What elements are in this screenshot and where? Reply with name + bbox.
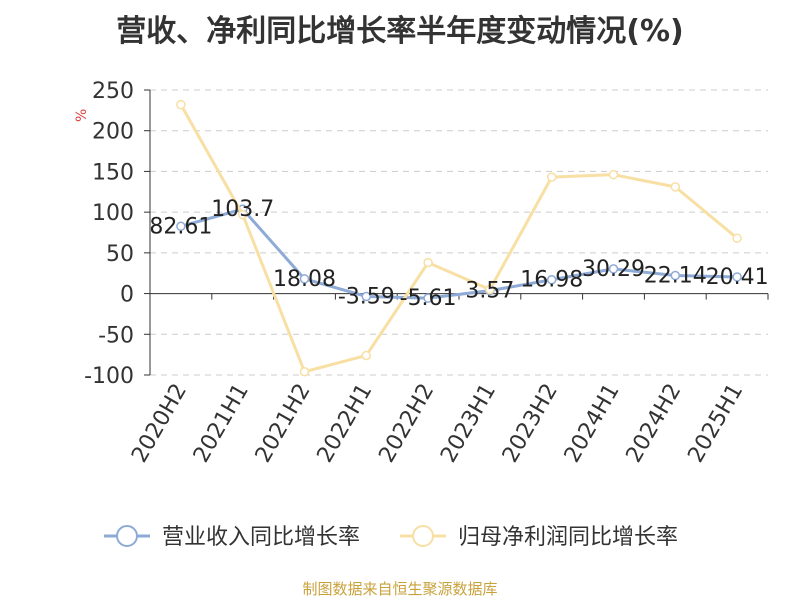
source-note: 制图数据来自恒生聚源数据库 <box>302 580 498 598</box>
data-label: 22.14 <box>644 264 707 289</box>
legend-marker <box>412 525 434 547</box>
data-point <box>361 291 372 302</box>
legend-marker <box>116 525 138 547</box>
data-point <box>670 182 681 192</box>
series-line-1 <box>180 207 738 300</box>
data-point <box>423 293 433 303</box>
x-tick-label: 2021H2 <box>251 380 316 467</box>
grid-lines <box>150 89 768 376</box>
data-label: 82.61 <box>149 214 212 239</box>
y-tick-label: 0 <box>120 283 134 308</box>
data-point <box>608 169 619 180</box>
y-tick-label: 100 <box>92 201 134 226</box>
data-label: 16.98 <box>520 268 583 293</box>
legend: 营业收入同比增长率 归母净利润同比增长率 <box>104 525 678 550</box>
data-label: 30.29 <box>582 257 645 282</box>
data-label: -3.59 <box>338 284 395 309</box>
series-line-2 <box>179 103 739 374</box>
data-point <box>237 209 248 220</box>
x-tick-label: 2020H2 <box>127 380 192 467</box>
y-tick-label: -50 <box>98 323 134 348</box>
x-tick-label: 2023H1 <box>436 380 501 467</box>
series <box>176 99 742 377</box>
chart-title: 营收、净利同比增长率半年度变动情况(%) <box>116 14 684 49</box>
legend-label: 营业收入同比增长率 <box>162 525 360 550</box>
data-point <box>732 272 742 282</box>
legend-item-2: 归母净利润同比增长率 <box>400 525 678 550</box>
data-point <box>176 99 186 110</box>
legend-item-1: 营业收入同比增长率 <box>104 525 360 550</box>
y-tick-label: 150 <box>92 160 134 185</box>
data-point <box>546 274 557 285</box>
data-point <box>485 284 495 295</box>
data-point <box>299 366 310 377</box>
data-point <box>176 221 186 232</box>
x-tick-label: 2022H1 <box>313 380 378 467</box>
x-tick-label: 2021H1 <box>189 380 254 467</box>
data-point <box>423 257 433 268</box>
data-label: 20.41 <box>706 265 769 290</box>
legend-label: 归母净利润同比增长率 <box>458 525 678 550</box>
y-tick-label: -100 <box>84 364 134 389</box>
data-point <box>670 270 681 281</box>
data-label: -5.61 <box>400 286 457 311</box>
x-tick-label: 2024H2 <box>622 380 687 467</box>
data-label: 18.08 <box>273 267 336 292</box>
data-point <box>732 233 742 243</box>
data-point <box>608 264 619 274</box>
data-point <box>299 274 310 284</box>
data-label: 103.7 <box>211 197 274 222</box>
data-label: 3.57 <box>465 279 514 304</box>
y-tick-label: 50 <box>106 242 134 267</box>
data-point <box>546 172 557 182</box>
x-tick-label: 2023H2 <box>498 380 563 467</box>
x-tick-label: 2025H1 <box>683 380 748 467</box>
x-tick-label: 2022H2 <box>374 379 439 466</box>
data-point <box>361 350 372 361</box>
y-tick-label: 200 <box>92 120 134 145</box>
x-tick-label: 2024H1 <box>560 380 625 467</box>
y-tick-label: 250 <box>92 79 134 104</box>
